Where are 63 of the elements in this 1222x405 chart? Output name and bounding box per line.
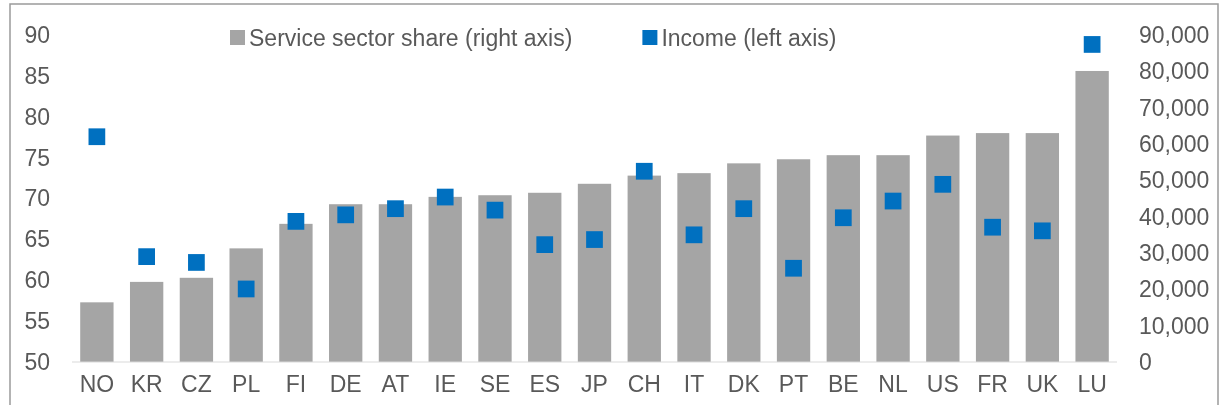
point: [486, 201, 504, 219]
point: [1033, 222, 1051, 240]
y-tick-label: 50: [24, 348, 50, 375]
x-tick-label: PT: [778, 371, 809, 398]
point: [536, 236, 554, 254]
point: [735, 200, 753, 218]
y2-tick-label: 50,000: [1139, 167, 1210, 194]
x-tick-label: ES: [529, 371, 561, 398]
x-tick-label: BE: [827, 371, 859, 398]
x-tick-label: PL: [232, 371, 261, 398]
point: [635, 162, 653, 180]
x-tick-label: AT: [381, 371, 410, 398]
x-tick-label: NL: [878, 371, 908, 398]
y2-tick-label: 60,000: [1139, 130, 1210, 157]
x-tick-label: CH: [627, 371, 661, 398]
point: [88, 128, 106, 146]
x-tick-label: FR: [977, 371, 1008, 398]
y2-tick-label: 20,000: [1139, 276, 1210, 303]
y-tick-label: 55: [24, 307, 50, 334]
x-tick-label: DK: [727, 371, 761, 398]
y-tick-label: 60: [24, 267, 50, 294]
y-tick-label: 75: [24, 144, 50, 171]
point: [1083, 36, 1101, 53]
legend-label: Income (left axis): [661, 25, 837, 51]
x-tick-label: KR: [130, 371, 163, 398]
y2-tick-label: 30,000: [1139, 239, 1210, 266]
y-tick-label: 85: [24, 62, 50, 89]
point: [237, 280, 255, 298]
point: [785, 259, 802, 277]
point: [884, 192, 902, 210]
point: [834, 209, 852, 227]
x-tick-label: DE: [329, 371, 362, 398]
y-tick-label: 80: [24, 103, 50, 130]
x-tick-label: JP: [581, 371, 608, 398]
x-tick-label: SE: [479, 371, 511, 398]
x-tick-label: LU: [1077, 371, 1107, 398]
point: [586, 231, 603, 248]
x-tick-label: US: [926, 371, 959, 398]
y2-tick-label: 40,000: [1139, 203, 1210, 230]
legend-label: Service sector share (right axis): [249, 25, 573, 51]
y-tick-label: 65: [24, 226, 50, 253]
point: [387, 200, 404, 218]
x-tick-label: FI: [285, 371, 307, 398]
y2-tick-label: 70,000: [1139, 94, 1210, 121]
point: [287, 213, 305, 230]
y2-tick-label: 90,000: [1139, 21, 1210, 48]
x-tick-label: IT: [683, 371, 705, 398]
x-tick-label: CZ: [181, 371, 212, 398]
point: [685, 226, 703, 244]
x-tick-label: NO: [79, 371, 115, 398]
x-tick-label: UK: [1026, 371, 1059, 398]
point: [436, 188, 454, 206]
point: [188, 254, 205, 271]
point: [934, 175, 952, 193]
y-tick-label: 70: [24, 185, 50, 212]
y2-tick-label: 80,000: [1139, 58, 1210, 85]
point: [984, 218, 1001, 236]
point: [337, 206, 355, 224]
y2-tick-label: 0: [1139, 348, 1152, 375]
y2-tick-label: 10,000: [1139, 312, 1210, 339]
x-tick-label: IE: [434, 371, 457, 398]
point: [138, 248, 156, 265]
y-tick-label: 90: [24, 21, 50, 48]
